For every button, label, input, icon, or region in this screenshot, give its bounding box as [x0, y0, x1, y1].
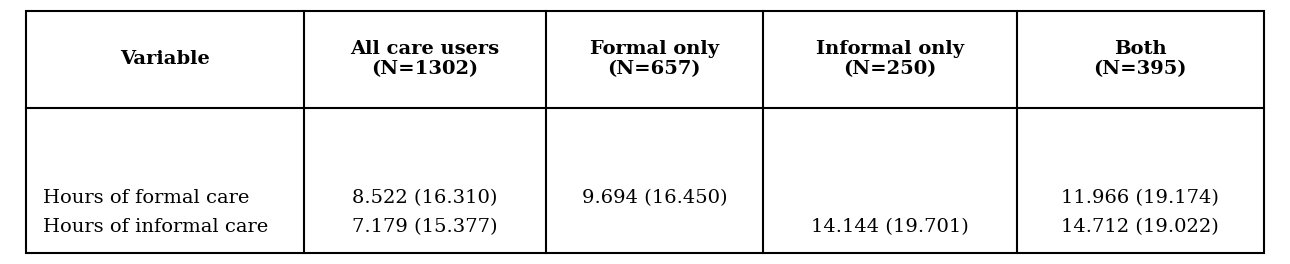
Text: Hours of informal care: Hours of informal care — [43, 218, 268, 236]
Text: 9.694 (16.450): 9.694 (16.450) — [582, 189, 728, 207]
Text: 7.179 (15.377): 7.179 (15.377) — [352, 218, 498, 236]
Text: 14.712 (19.022): 14.712 (19.022) — [1062, 218, 1219, 236]
Text: Hours of formal care: Hours of formal care — [43, 189, 249, 207]
Text: Informal only
(N=250): Informal only (N=250) — [815, 40, 964, 78]
Text: Formal only
(N=657): Formal only (N=657) — [590, 40, 719, 78]
Text: 14.144 (19.701): 14.144 (19.701) — [810, 218, 969, 236]
Text: 8.522 (16.310): 8.522 (16.310) — [352, 189, 498, 207]
Text: 11.966 (19.174): 11.966 (19.174) — [1062, 189, 1219, 207]
Text: All care users
(N=1302): All care users (N=1302) — [351, 40, 499, 78]
Text: Variable: Variable — [120, 50, 210, 68]
Text: Both
(N=395): Both (N=395) — [1094, 40, 1187, 78]
